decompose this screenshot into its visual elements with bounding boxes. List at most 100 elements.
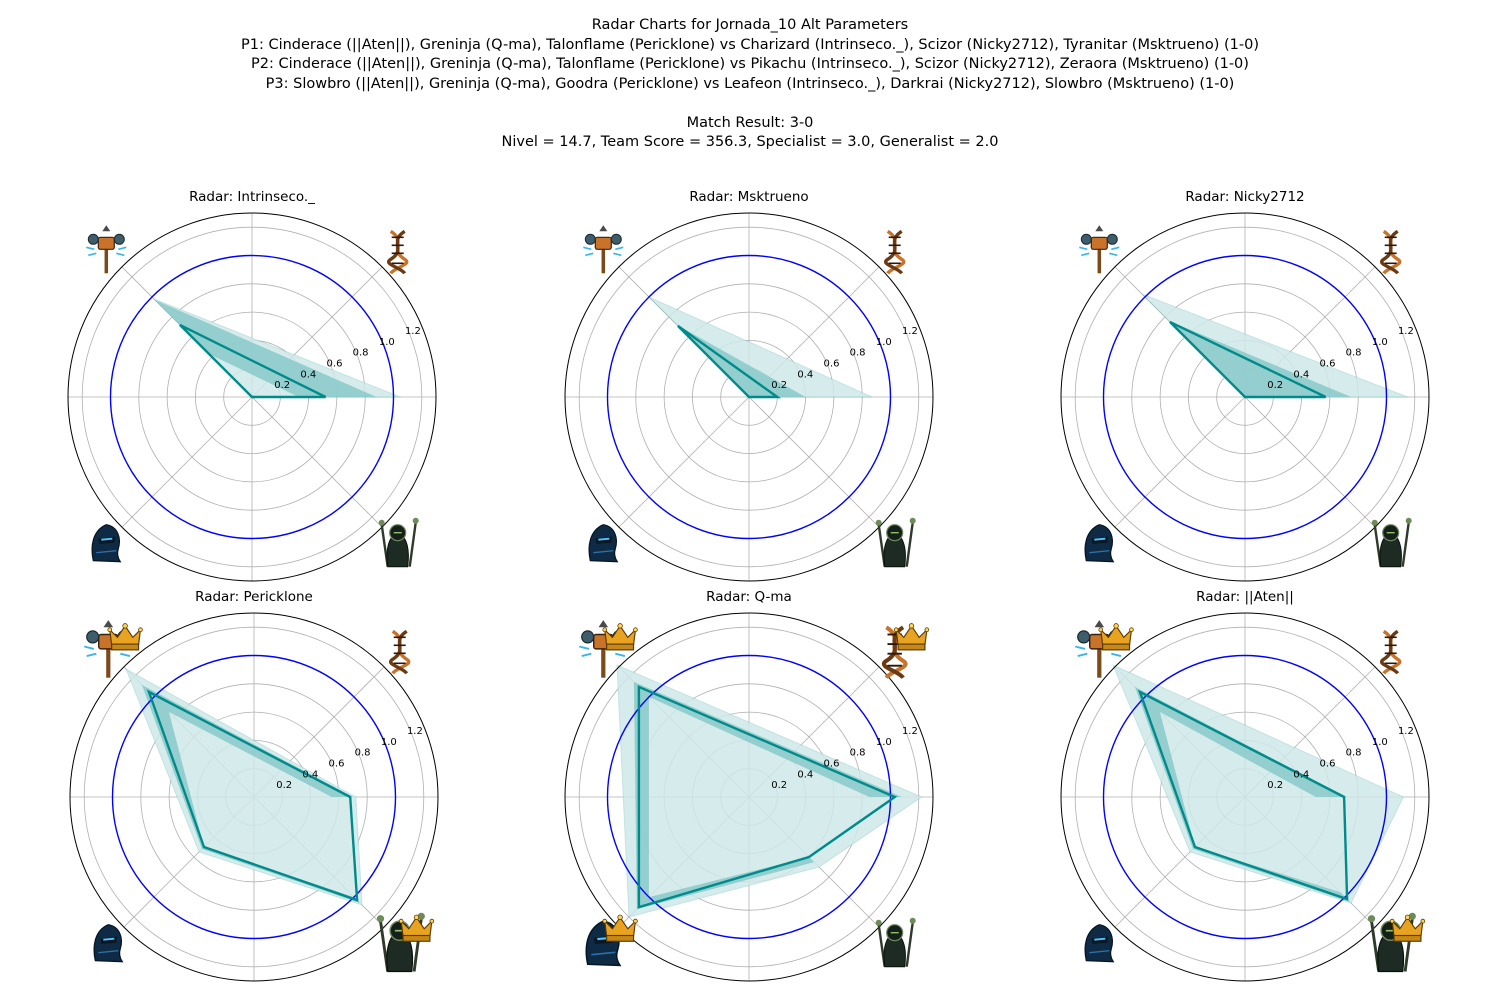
radial-tick-label: 0.4 xyxy=(1293,369,1309,380)
polar-frame xyxy=(1060,212,1430,582)
axis-icon xyxy=(84,620,143,678)
series-line xyxy=(179,323,327,399)
radial-gridline xyxy=(1074,626,1416,968)
radial-tick-label: 0.4 xyxy=(797,769,813,780)
radial-tick-label: 0.8 xyxy=(353,348,369,359)
crown-icon xyxy=(1389,914,1426,942)
polar-frame xyxy=(1060,612,1430,982)
crown-icon xyxy=(1098,623,1134,651)
polar-frame xyxy=(564,612,934,982)
hammer-staff-icon xyxy=(86,225,127,274)
radial-tick-label: 0.2 xyxy=(1267,380,1283,391)
wizard-staves-icon xyxy=(875,517,916,568)
crown-icon xyxy=(602,623,638,651)
series-line xyxy=(146,689,359,902)
angular-gridline xyxy=(1244,396,1376,528)
hooded-ninja-icon xyxy=(1084,524,1115,563)
dna-icon xyxy=(387,229,409,275)
radial-tick-label: 1.0 xyxy=(1372,737,1388,748)
radar-title: Radar: ||Aten|| xyxy=(1196,589,1294,605)
match-p2-line: P2: Cinderace (||Aten||), Greninja (Q-ma… xyxy=(251,56,1249,72)
reference-circle xyxy=(1102,654,1388,940)
axis-icon xyxy=(1075,620,1134,678)
radar-panel: Radar: Pericklone 0.2 0.4 0.6 0.8 1.0 1.2 xyxy=(69,589,439,982)
series-line xyxy=(637,685,898,909)
match-result: Match Result: 3-0 xyxy=(686,114,814,131)
team-stats: Nivel = 14.7, Team Score = 356.3, Specia… xyxy=(501,134,999,150)
reference-circle xyxy=(109,254,395,540)
radial-tick-label: 1.2 xyxy=(1398,326,1414,337)
match-p3-line: P3: Slowbro (||Aten||), Greninja (Q-ma),… xyxy=(265,75,1235,92)
hooded-ninja-icon xyxy=(588,524,619,563)
inner-range-band xyxy=(676,324,806,397)
axis-icon xyxy=(86,225,127,274)
radial-gridline xyxy=(140,683,368,911)
radial-gridline xyxy=(81,226,423,568)
radial-tick-label: 0.8 xyxy=(1346,348,1362,359)
radial-tick-label: 0.2 xyxy=(1267,780,1283,791)
hammer-staff-icon xyxy=(1079,225,1120,274)
angular-gridline xyxy=(748,396,880,528)
reference-circle xyxy=(1102,254,1388,540)
outer-range-band xyxy=(124,667,363,906)
match-p1-line: P1: Cinderace (||Aten||), Greninja (Q-ma… xyxy=(240,36,1259,53)
radial-tick-label: 1.2 xyxy=(407,726,423,737)
axis-icon xyxy=(875,917,916,968)
axis-icon xyxy=(387,229,409,275)
outer-range-band xyxy=(616,664,923,918)
radial-tick-label: 1.0 xyxy=(876,337,892,348)
figure-title: Radar Charts for Jornada_10 Alt Paramete… xyxy=(591,17,909,33)
radial-tick-label: 1.2 xyxy=(405,326,421,337)
radial-tick-label: 0.6 xyxy=(327,359,343,370)
hooded-ninja-icon xyxy=(91,524,122,563)
axis-icon xyxy=(579,620,638,678)
radial-tick-label: 0.2 xyxy=(771,380,787,391)
radar-title: Radar: Nicky2712 xyxy=(1185,189,1304,205)
hooded-ninja-icon xyxy=(1084,924,1115,963)
axis-icon xyxy=(93,924,124,963)
polar-frame xyxy=(67,212,437,582)
radial-tick-label: 0.8 xyxy=(355,748,371,759)
radial-tick-label: 0.6 xyxy=(824,759,840,770)
axis-icon xyxy=(1380,629,1402,675)
radial-gridline xyxy=(1074,226,1416,568)
hammer-staff-icon xyxy=(583,225,624,274)
radial-tick-label: 0.6 xyxy=(1320,759,1336,770)
radar-title: Radar: Pericklone xyxy=(195,589,313,605)
radial-tick-label: 1.0 xyxy=(381,737,397,748)
series-line xyxy=(1137,689,1349,901)
axis-icon xyxy=(91,524,122,563)
axis-icon xyxy=(1084,924,1115,963)
hooded-ninja-icon xyxy=(93,924,124,963)
crown-icon xyxy=(107,623,143,651)
axis-icon xyxy=(378,517,419,568)
radial-tick-label: 0.4 xyxy=(797,369,813,380)
radial-tick-label: 0.8 xyxy=(1346,748,1362,759)
radar-panel: Radar: ||Aten|| 0.2 0.4 0.6 0.8 1.0 1.2 xyxy=(1060,589,1430,982)
axis-icon xyxy=(376,912,435,973)
radial-tick-label: 1.2 xyxy=(1398,726,1414,737)
inner-range-band xyxy=(1134,686,1351,903)
axis-icon xyxy=(588,524,619,563)
radar-panel: Radar: Nicky2712 0.2 0.4 0.6 0.8 1.0 1.2 xyxy=(1060,189,1430,582)
radial-tick-label: 0.4 xyxy=(302,769,318,780)
angular-gridline xyxy=(251,396,383,528)
axis-icon xyxy=(884,229,906,275)
radial-tick-label: 1.0 xyxy=(876,737,892,748)
reference-circle xyxy=(111,654,397,940)
axis-icon xyxy=(389,629,411,675)
radar-title: Radar: Intrinseco._ xyxy=(189,189,315,205)
reference-circle xyxy=(606,654,892,940)
radial-tick-label: 0.6 xyxy=(1320,359,1336,370)
crown-icon xyxy=(398,914,435,942)
angular-gridline xyxy=(121,396,253,528)
radial-tick-label: 0.8 xyxy=(850,748,866,759)
axis-icon xyxy=(1084,524,1115,563)
wizard-staves-icon xyxy=(378,517,419,568)
radial-tick-label: 1.0 xyxy=(379,337,395,348)
angular-gridline xyxy=(1114,396,1246,528)
radar-panel: Radar: Msktrueno 0.2 0.4 0.6 0.8 1.0 1.2 xyxy=(564,189,934,582)
axis-icon xyxy=(1380,229,1402,275)
series-line xyxy=(677,324,782,399)
